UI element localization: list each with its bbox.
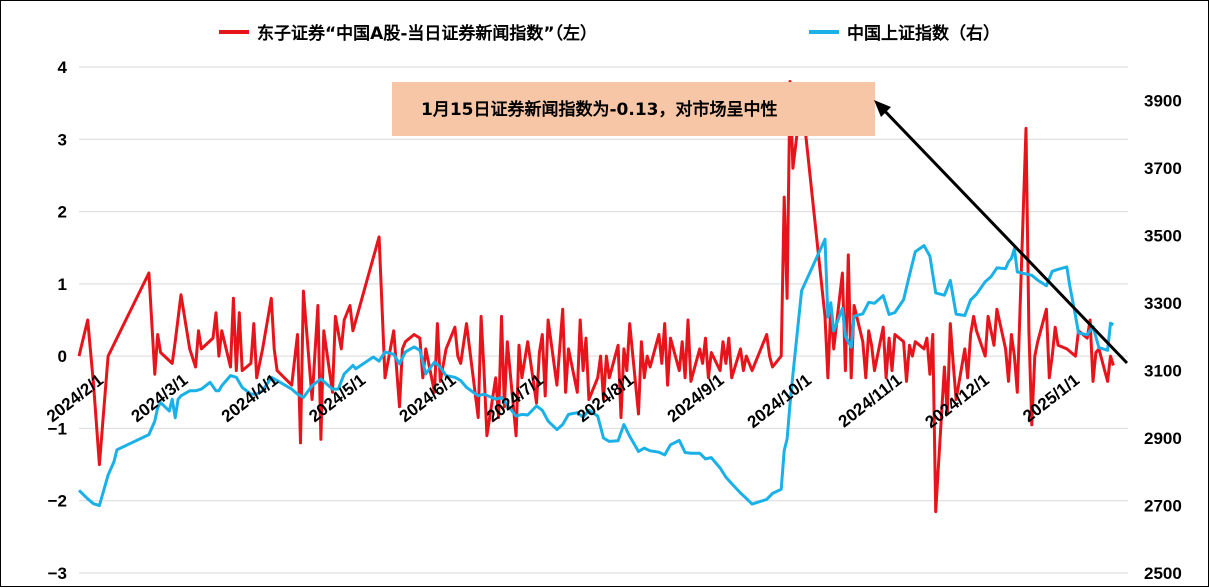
annotation-arrowhead <box>874 100 891 117</box>
y-right-tick-label: 2700 <box>1144 497 1182 516</box>
x-tick-label: 2025/1/1 <box>1019 370 1083 426</box>
y-left-tick-label: −2 <box>48 492 67 511</box>
y-right-tick-label: 3500 <box>1144 227 1182 246</box>
y-right-tick-label: 3100 <box>1144 362 1182 381</box>
y-left-tick-label: −3 <box>48 564 67 583</box>
y-left-tick-label: 3 <box>58 130 67 149</box>
x-tick-label: 2024/5/1 <box>305 370 369 426</box>
x-tick-label: 2024/11/1 <box>835 370 906 431</box>
y-left-tick-label: 2 <box>58 203 67 222</box>
y-left-tick-label: 0 <box>58 347 67 366</box>
y-left-tick-label: −1 <box>48 419 67 438</box>
x-tick-label: 2024/10/1 <box>744 370 815 432</box>
series-line-news-index <box>77 80 1115 514</box>
y-axis-left: 4 3 2 1 0 −1 −2 −3 <box>48 58 68 583</box>
x-tick-label: 2024/9/1 <box>664 370 728 426</box>
y-right-tick-label: 3900 <box>1144 92 1182 111</box>
y-right-tick-label: 3700 <box>1144 159 1182 178</box>
annotation-arrow <box>877 103 1129 365</box>
series-line-shanghai-index <box>77 237 1115 507</box>
y-axis-right: 3900 3700 3500 3300 3100 2900 2700 2500 <box>1144 92 1182 584</box>
y-left-tick-label: 1 <box>58 275 67 294</box>
gridlines <box>79 66 1128 574</box>
y-right-tick-label: 3300 <box>1144 294 1182 313</box>
x-tick-label: 2024/6/1 <box>396 370 460 426</box>
annotation-box <box>392 82 875 136</box>
y-right-tick-label: 2500 <box>1144 564 1182 583</box>
series-layer <box>77 80 1115 514</box>
annotation-text: 1月15日证券新闻指数为-0.13，对市场呈中性 <box>421 99 778 120</box>
legend-label-news-index: 东子证券“中国A股-当日证券新闻指数”（左） <box>257 23 597 44</box>
legend: 东子证券“中国A股-当日证券新闻指数”（左） 中国上证指数（右） <box>219 23 1000 44</box>
legend-label-shanghai-index: 中国上证指数（右） <box>847 23 1000 44</box>
y-right-tick-label: 2900 <box>1144 429 1182 448</box>
y-left-tick-label: 4 <box>58 58 68 77</box>
annotation: 1月15日证券新闻指数为-0.13，对市场呈中性 <box>392 82 1129 365</box>
x-tick-label: 2024/3/1 <box>128 370 192 426</box>
